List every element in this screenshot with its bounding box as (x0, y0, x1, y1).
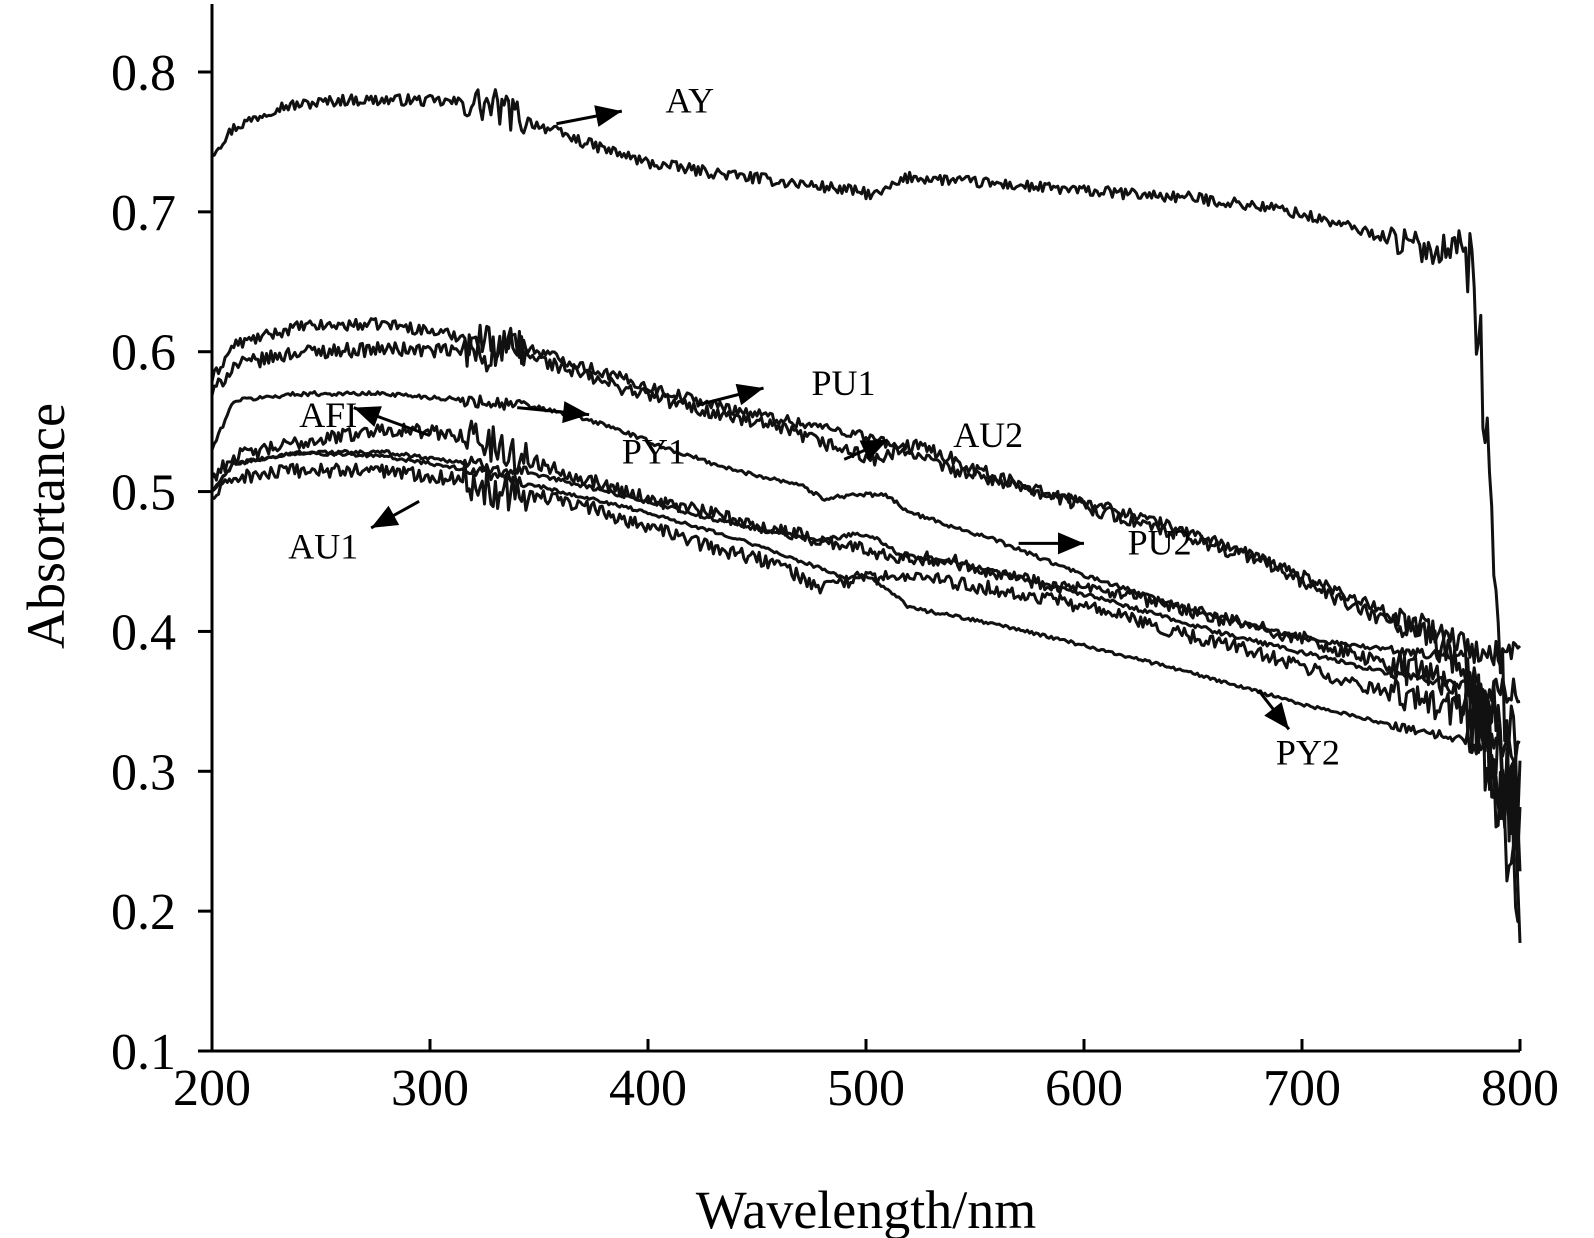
series-line-pu2 (210, 448, 1521, 704)
series-line-afi (210, 419, 1522, 872)
y-axis-title: Absortance (16, 403, 76, 649)
y-ticks: 0.1 0.2 0.3 0.4 0.5 0.6 0.7 0.8 (111, 45, 212, 1081)
annotation-arrowhead-au1 (371, 505, 400, 528)
x-tick-label: 700 (1263, 1060, 1341, 1117)
series-line-py2 (211, 449, 1521, 763)
annotation-arrowhead-ay (594, 105, 622, 127)
annotation-label-au1: AU1 (288, 527, 358, 567)
x-tick-label: 500 (827, 1060, 905, 1117)
annotation-label-au2: AU2 (953, 415, 1023, 455)
x-tick-label: 400 (609, 1060, 687, 1117)
annotation-label-afi: AFI (299, 395, 357, 435)
y-tick-label: 0.3 (111, 744, 176, 801)
axes: 200 300 400 500 600 700 800 0.1 0.2 0.3 0.4 0.5 0.6… (16, 4, 1559, 1238)
x-ticks: 200 300 400 500 600 700 800 (173, 1039, 1559, 1117)
annotation-label-pu1: PU1 (812, 363, 876, 403)
annotation-label-ay: AY (665, 81, 714, 121)
series-line-au2 (210, 329, 1522, 821)
x-tick-label: 200 (173, 1060, 251, 1117)
annotation-arrowhead-py2 (1264, 702, 1289, 730)
x-tick-label: 300 (391, 1060, 469, 1117)
annotation-arrowhead-pu1 (735, 383, 764, 406)
y-tick-label: 0.7 (111, 185, 176, 242)
y-tick-label: 0.8 (111, 45, 176, 102)
annotation-label-py2: PY2 (1276, 732, 1340, 772)
annotation-arrowhead-au2 (859, 439, 888, 461)
annotation-label-pu2: PU2 (1128, 523, 1192, 563)
x-tick-label: 800 (1481, 1060, 1559, 1117)
y-tick-label: 0.6 (111, 325, 176, 382)
annotation-label-py1: PY1 (622, 432, 686, 472)
y-tick-label: 0.4 (111, 604, 176, 661)
series-layer (210, 88, 1522, 943)
series-line-au1 (211, 458, 1522, 857)
annotation-arrowhead-py1 (562, 401, 590, 424)
series-line-pu1 (210, 317, 1521, 925)
y-tick-label: 0.5 (111, 465, 176, 522)
x-axis-title: Wavelength/nm (696, 1180, 1037, 1238)
x-tick-label: 600 (1045, 1060, 1123, 1117)
series-line-ay (211, 88, 1522, 943)
y-tick-label: 0.2 (111, 884, 176, 941)
annotation-layer: AY PU1 AU2 PY1 AFI PU2 AU1 PY2 (288, 81, 1340, 773)
annotation-arrowhead-pu2 (1058, 532, 1084, 555)
annotation-arrowhead-afi (353, 406, 382, 427)
y-tick-label: 0.1 (111, 1024, 176, 1081)
